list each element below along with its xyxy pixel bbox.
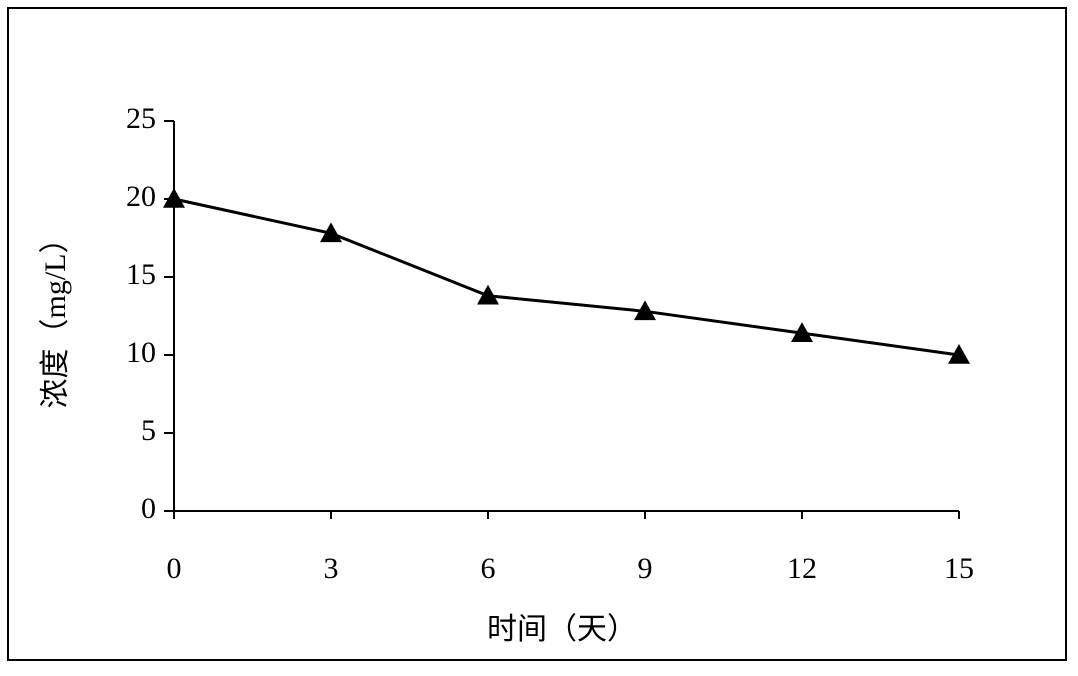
data-marker [791,322,813,342]
data-marker [163,188,185,208]
y-axis-title: 浓度（mg/L） [39,224,72,409]
chart-frame [7,7,1067,661]
x-tick-label: 6 [481,552,496,585]
data-marker [320,222,342,243]
y-tick-label: 20 [126,180,156,213]
x-tick-label: 15 [944,552,974,585]
data-marker [477,284,499,305]
x-tick-label: 3 [324,552,339,585]
y-tick-label: 25 [126,102,156,135]
y-tick-label: 0 [141,492,156,525]
y-tick-label: 5 [141,414,156,447]
data-marker [948,344,970,364]
x-axis-title: 时间（天） [487,613,637,646]
y-tick-label: 15 [126,258,156,291]
x-tick-label: 12 [787,552,817,585]
x-tick-label: 0 [167,552,182,585]
data-line [173,197,960,357]
x-tick-label: 9 [638,552,653,585]
y-tick-label: 10 [126,336,156,369]
data-marker [634,300,656,321]
